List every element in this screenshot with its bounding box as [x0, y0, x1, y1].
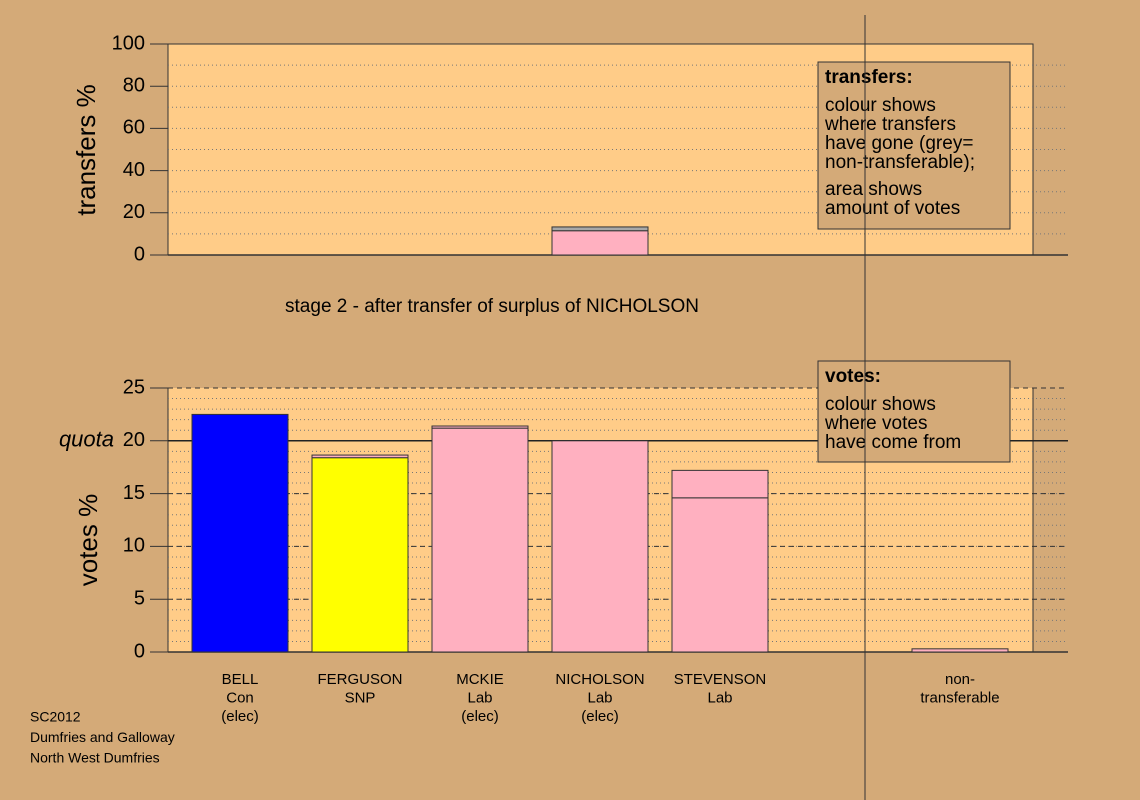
footer-text: Dumfries and Galloway — [30, 729, 175, 745]
x-tick-label: Lab — [707, 689, 732, 706]
bar-segment — [311, 457, 409, 653]
bar-segment — [551, 230, 649, 256]
note-text: where transfers — [824, 114, 956, 135]
y-tick-label: 20 — [123, 429, 145, 451]
note-text: non-transferable); — [825, 152, 975, 173]
y-tick-label: 25 — [123, 376, 145, 398]
x-tick-label: (elec) — [221, 708, 259, 725]
bar-segment — [671, 497, 769, 653]
note-text: amount of votes — [825, 198, 960, 219]
x-tick-label: transferable — [920, 689, 999, 706]
bar-segment — [191, 413, 289, 653]
x-tick-label: Lab — [587, 689, 612, 706]
y-axis-label: transfers % — [71, 84, 101, 216]
note-text: have come from — [825, 432, 961, 453]
y-tick-label: 0 — [134, 243, 145, 265]
note-box — [817, 360, 1011, 463]
y-tick-label: 80 — [123, 74, 145, 96]
y-tick-label: 40 — [123, 159, 145, 181]
note-text: colour shows — [825, 394, 936, 415]
y-tick-label: 20 — [123, 201, 145, 223]
note-box — [817, 61, 1011, 230]
y-tick-label: 100 — [112, 32, 145, 54]
bar-segment — [431, 427, 529, 653]
quota-label: quota — [59, 427, 114, 452]
bar-segment — [551, 226, 649, 232]
x-tick-label: Lab — [467, 689, 492, 706]
y-tick-label: 0 — [134, 640, 145, 662]
x-tick-label: SNP — [345, 689, 376, 706]
x-tick-label: FERGUSON — [317, 671, 402, 688]
y-tick-label: 15 — [123, 482, 145, 504]
note-text: where votes — [824, 413, 927, 434]
x-tick-label: (elec) — [581, 708, 619, 725]
footer-text: SC2012 — [30, 709, 81, 725]
bar-segment — [431, 425, 529, 429]
bar-segment — [911, 648, 1009, 653]
bar-segment — [671, 469, 769, 499]
chart-subtitle: stage 2 - after transfer of surplus of N… — [285, 296, 699, 317]
note-text: have gone (grey= — [825, 133, 973, 154]
y-tick-label: 5 — [134, 587, 145, 609]
bar-segment — [551, 440, 649, 653]
x-tick-label: (elec) — [461, 708, 499, 725]
x-tick-label: STEVENSON — [674, 671, 767, 688]
x-tick-label: non- — [945, 671, 975, 688]
note-title: transfers: — [825, 67, 913, 88]
y-tick-label: 60 — [123, 117, 145, 139]
note-text: colour shows — [825, 95, 936, 116]
y-tick-label: 10 — [123, 535, 145, 557]
y-axis-label: votes % — [73, 494, 103, 587]
note-text: area shows — [825, 179, 922, 200]
x-tick-label: MCKIE — [456, 671, 504, 688]
x-tick-label: NICHOLSON — [555, 671, 644, 688]
x-tick-label: Con — [226, 689, 254, 706]
bar-segment — [311, 454, 409, 459]
x-tick-label: BELL — [222, 671, 259, 688]
note-title: votes: — [825, 366, 881, 387]
footer-text: North West Dumfries — [30, 750, 160, 766]
